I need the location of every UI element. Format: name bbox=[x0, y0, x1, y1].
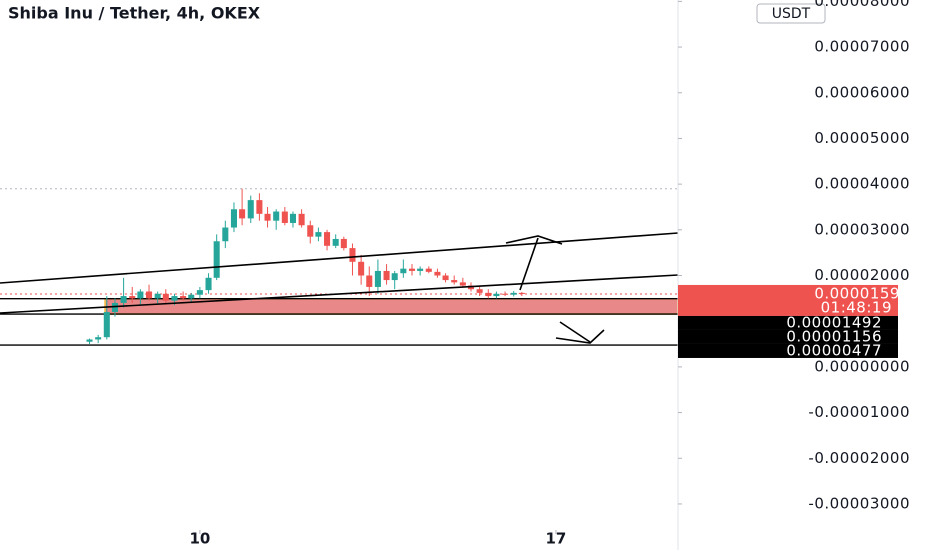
trend-line bbox=[0, 232, 679, 284]
candle-body bbox=[374, 270, 381, 287]
candle-body bbox=[459, 282, 466, 286]
candle-body bbox=[366, 275, 373, 287]
candle-body bbox=[256, 200, 263, 214]
candle-body bbox=[247, 200, 254, 219]
candle-body bbox=[383, 270, 390, 281]
candle-body bbox=[264, 213, 271, 221]
candle-body bbox=[281, 211, 288, 223]
candle-body bbox=[476, 289, 483, 293]
arrow-up-head bbox=[505, 235, 563, 245]
candle-body bbox=[417, 268, 424, 271]
arrow-down-head bbox=[555, 329, 605, 344]
level-box bbox=[678, 329, 898, 344]
candle-body bbox=[451, 280, 458, 283]
level-label: 0.00001492 bbox=[786, 313, 882, 331]
candle-body bbox=[111, 302, 118, 313]
y-tick-label: 0.00007000 bbox=[814, 38, 910, 56]
candle-body bbox=[213, 241, 220, 278]
candle-body bbox=[273, 211, 280, 221]
candle-body bbox=[510, 292, 517, 295]
trend-line bbox=[0, 274, 679, 314]
y-tick-label: -0.00003000 bbox=[808, 494, 910, 512]
candle-body bbox=[86, 339, 93, 342]
candle-body bbox=[171, 296, 178, 301]
candle-body bbox=[298, 213, 305, 226]
y-tick-label: 0.00002000 bbox=[814, 266, 910, 284]
candle-body bbox=[154, 293, 161, 299]
y-tick-label: 0.00000000 bbox=[814, 357, 910, 375]
candle-body bbox=[502, 293, 509, 295]
candle-body bbox=[230, 209, 237, 228]
candle-body bbox=[493, 293, 500, 297]
candle-body bbox=[518, 292, 525, 294]
level-label: 0.00001156 bbox=[786, 327, 882, 345]
candle-body bbox=[162, 293, 169, 301]
level-box bbox=[678, 315, 898, 330]
candle-body bbox=[340, 238, 347, 249]
candle-body bbox=[137, 291, 144, 299]
y-tick-label: 0.00008000 bbox=[814, 0, 910, 10]
candle-body bbox=[307, 225, 314, 237]
y-tick-label: -0.00001000 bbox=[808, 403, 910, 421]
level-box bbox=[678, 343, 898, 358]
candle-body bbox=[324, 232, 331, 246]
plot-area bbox=[0, 188, 679, 346]
last-price-box bbox=[678, 284, 898, 316]
candle-body bbox=[120, 296, 127, 303]
currency-label[interactable]: USDT bbox=[772, 6, 811, 22]
x-tick-label: 10 bbox=[189, 530, 210, 548]
y-tick-label: 0.00006000 bbox=[814, 83, 910, 101]
arrow-down bbox=[559, 321, 591, 343]
candle-body bbox=[485, 292, 492, 297]
candle-body bbox=[103, 312, 110, 338]
y-tick-label: 0.00005000 bbox=[814, 129, 910, 147]
candle-body bbox=[332, 238, 339, 246]
level-label: 0.00000477 bbox=[786, 341, 882, 359]
candle-body bbox=[239, 209, 246, 219]
candle-body bbox=[358, 261, 365, 276]
candle-body bbox=[146, 291, 153, 299]
candle-body bbox=[289, 213, 296, 223]
chart-title: Shiba Inu / Tether, 4h, OKEX bbox=[8, 4, 261, 23]
candle-body bbox=[425, 268, 432, 272]
candle-body bbox=[205, 277, 212, 291]
x-tick-label: 17 bbox=[545, 530, 566, 548]
candle-body bbox=[222, 227, 229, 242]
candle-body bbox=[129, 296, 136, 299]
candle-body bbox=[408, 268, 416, 271]
candle-body bbox=[95, 337, 102, 340]
candle-body bbox=[315, 232, 322, 237]
candle-body bbox=[188, 294, 195, 299]
arrow-up bbox=[519, 237, 539, 291]
candle-body bbox=[196, 290, 203, 295]
candle-body bbox=[434, 271, 441, 276]
candle-body bbox=[442, 275, 449, 281]
candle-body bbox=[400, 268, 407, 274]
candle-body bbox=[180, 296, 187, 299]
candle-body bbox=[349, 248, 356, 262]
y-tick-label: 0.00004000 bbox=[814, 175, 910, 193]
countdown: 01:48:19 bbox=[821, 298, 892, 316]
y-tick-label: -0.00002000 bbox=[808, 449, 910, 467]
last-price-label: 0.00001596 bbox=[814, 284, 910, 302]
candle-body bbox=[391, 273, 398, 281]
y-tick-label: 0.00003000 bbox=[814, 220, 910, 238]
currency-button[interactable] bbox=[756, 3, 826, 24]
drawings bbox=[0, 232, 679, 344]
